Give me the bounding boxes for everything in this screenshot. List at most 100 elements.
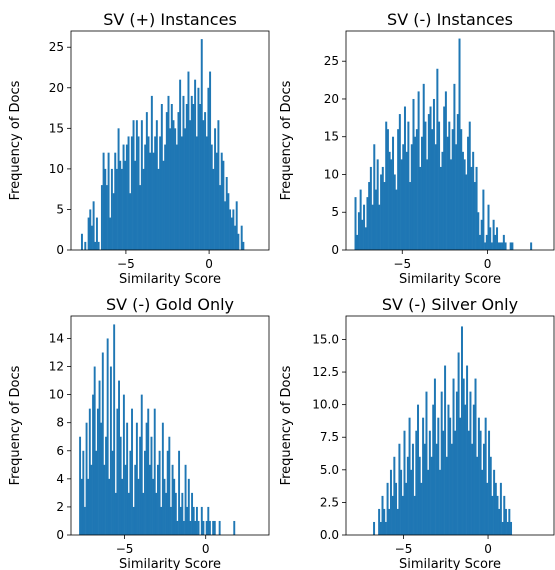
histogram-bar	[157, 168, 160, 250]
histogram-bar	[496, 227, 499, 250]
histogram-bar	[208, 520, 211, 535]
histogram-bar	[187, 71, 190, 250]
histogram-bar	[482, 443, 485, 535]
histogram-bar	[456, 114, 459, 250]
histogram-bar	[240, 225, 243, 250]
histogram-bar	[410, 144, 413, 250]
chart-panel-1: −5 0 0 5 10 15 20 25 SV (+) Instances Similarity …	[8, 10, 270, 287]
histogram-bar	[187, 478, 190, 535]
histogram-bar	[451, 129, 454, 250]
histogram-bar	[140, 394, 143, 535]
histogram-bar	[459, 417, 462, 535]
histogram-bar	[197, 87, 200, 250]
histogram-bar	[479, 430, 482, 535]
histogram-bar	[465, 174, 468, 250]
histogram-bar	[164, 144, 167, 250]
histogram-bar	[455, 391, 458, 535]
chart-title: SV (-) Silver Only	[382, 295, 518, 314]
histogram-bar	[191, 492, 194, 535]
histogram-bar	[453, 83, 456, 250]
x-tick-label: −5	[116, 542, 134, 556]
histogram-bar	[509, 242, 512, 250]
histogram-bar	[159, 136, 162, 250]
histogram-bar	[161, 422, 164, 535]
histogram-bar	[96, 408, 99, 535]
histogram-bar	[490, 242, 493, 250]
histogram-bar	[192, 104, 195, 250]
histogram-bar	[417, 91, 420, 250]
histogram-bar	[373, 521, 376, 535]
histogram-bar	[432, 98, 435, 250]
histogram-bar	[499, 242, 502, 250]
histogram-bar	[200, 39, 203, 250]
histogram-bar	[135, 120, 138, 250]
y-tick-label: 8	[56, 416, 64, 430]
histogram-bar	[487, 204, 490, 250]
histogram-bar	[361, 219, 364, 250]
histogram-bar	[179, 506, 182, 535]
histogram-bar	[110, 168, 113, 250]
histogram-bar	[401, 495, 404, 535]
histogram-bar	[98, 380, 101, 535]
histogram-bar	[485, 234, 488, 250]
axes-frame	[70, 30, 270, 251]
histogram-bar	[393, 174, 396, 250]
histogram-bar	[131, 408, 133, 535]
histogram-bar	[145, 112, 148, 250]
x-tick-label: 0	[205, 257, 213, 271]
histogram-bar	[405, 151, 408, 250]
histogram-bar	[379, 521, 382, 535]
histogram-bar	[80, 478, 83, 535]
histogram-bar	[429, 106, 432, 251]
histogram-bar	[80, 233, 83, 250]
histogram-bar	[180, 136, 183, 250]
histogram-bar	[436, 68, 439, 250]
histogram-bar	[489, 227, 492, 250]
y-tick-label: 0.0	[320, 528, 339, 542]
chart-title: SV (-) Gold Only	[106, 295, 234, 314]
histogram-bar	[488, 430, 491, 535]
histogram-bar	[168, 436, 171, 535]
histogram-bar	[449, 417, 452, 535]
histogram-bar	[447, 404, 450, 535]
histogram-bar	[87, 217, 90, 250]
histogram-bar	[482, 189, 485, 250]
histogram-bar	[510, 521, 513, 535]
histogram-bar	[194, 520, 197, 535]
histogram-bar	[384, 521, 387, 535]
histogram-bar	[89, 209, 92, 250]
histogram-bar	[127, 136, 130, 250]
y-tick-label: 5	[56, 202, 64, 216]
histogram-bar	[153, 408, 156, 535]
y-axis-label: Frequency of Docs	[8, 365, 23, 485]
histogram-bar	[147, 408, 150, 535]
histogram-bar	[386, 129, 389, 250]
histogram-bar	[477, 212, 480, 250]
histogram-bar	[511, 242, 514, 250]
histogram-bar	[212, 520, 215, 535]
histogram-bar	[120, 168, 123, 250]
histogram-bar	[442, 430, 445, 535]
histogram-bar	[354, 197, 357, 250]
histogram-bar	[502, 234, 505, 250]
y-axis-label: Frequency of Docs	[279, 365, 294, 485]
histogram-bar	[137, 136, 140, 250]
histogram-bar	[220, 152, 223, 250]
y-tick-label: 20	[324, 92, 339, 106]
y-tick-label: 2.5	[320, 495, 339, 509]
histogram-bar	[197, 520, 200, 535]
histogram-bar	[470, 166, 473, 250]
histogram-bar	[457, 352, 460, 535]
histogram-bar	[464, 404, 467, 535]
histogram-bar	[112, 193, 115, 250]
histogram-bar	[484, 417, 487, 535]
histogram-bar	[147, 136, 150, 250]
histogram-bar	[409, 182, 412, 250]
histogram-bar	[225, 177, 228, 250]
histogram-bar	[450, 159, 452, 250]
histogram-bar	[438, 121, 441, 251]
histogram-bar	[186, 506, 189, 535]
histogram-bar	[189, 520, 192, 535]
histogram-bar	[504, 508, 507, 535]
